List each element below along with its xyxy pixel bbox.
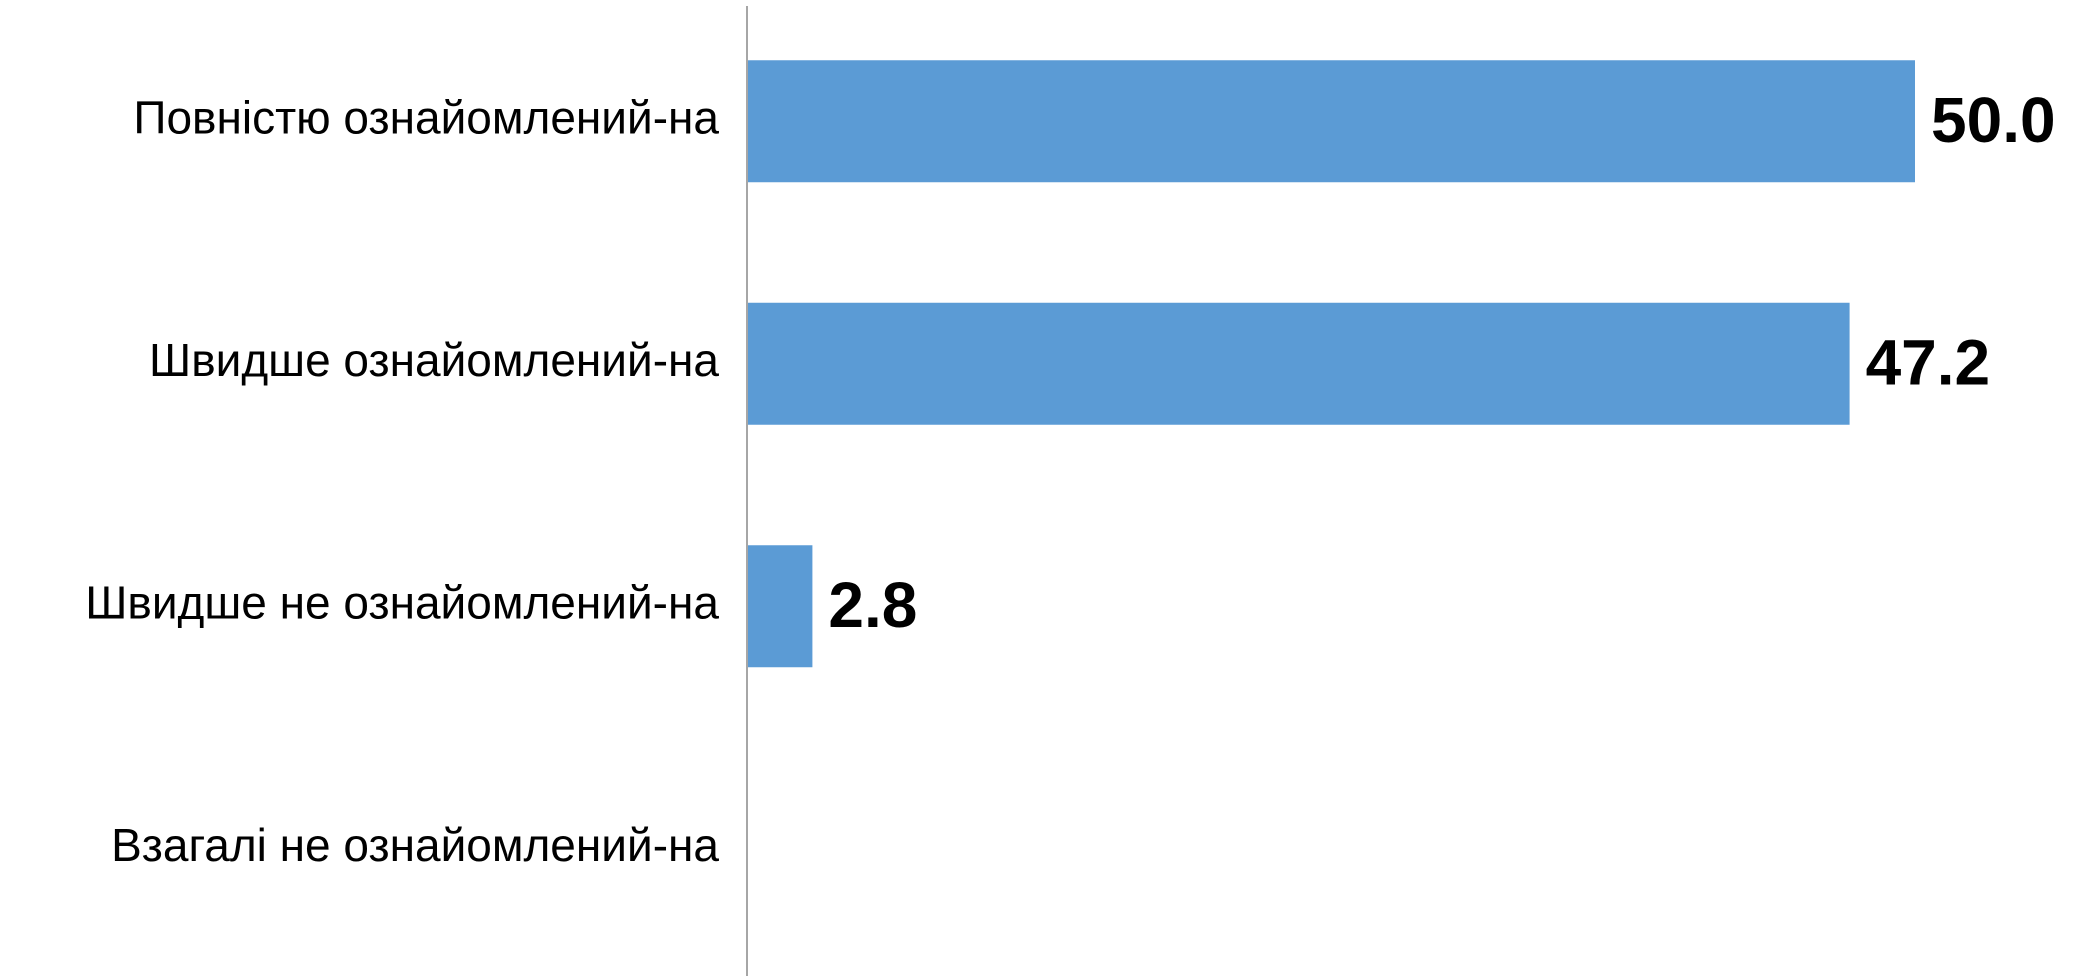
category-label-3: Взагалі не ознайомлений-на — [111, 819, 719, 871]
bar-0 — [747, 60, 1915, 183]
bars-layer — [747, 60, 1915, 668]
value-label-1: 47.2 — [1866, 327, 1991, 399]
value-labels: 50.0 47.2 2.8 — [828, 84, 2055, 641]
category-label-2: Швидше не ознайомлений-на — [85, 576, 719, 628]
category-labels: Повністю ознайомлений-на Швидше ознайомле… — [85, 91, 719, 871]
value-label-0: 50.0 — [1931, 84, 2056, 156]
bar-1 — [747, 302, 1850, 425]
bar-2 — [747, 545, 813, 668]
category-label-1: Швидше ознайомлений-на — [149, 334, 719, 386]
value-label-2: 2.8 — [828, 569, 917, 641]
category-label-0: Повністю ознайомлений-на — [133, 91, 719, 143]
